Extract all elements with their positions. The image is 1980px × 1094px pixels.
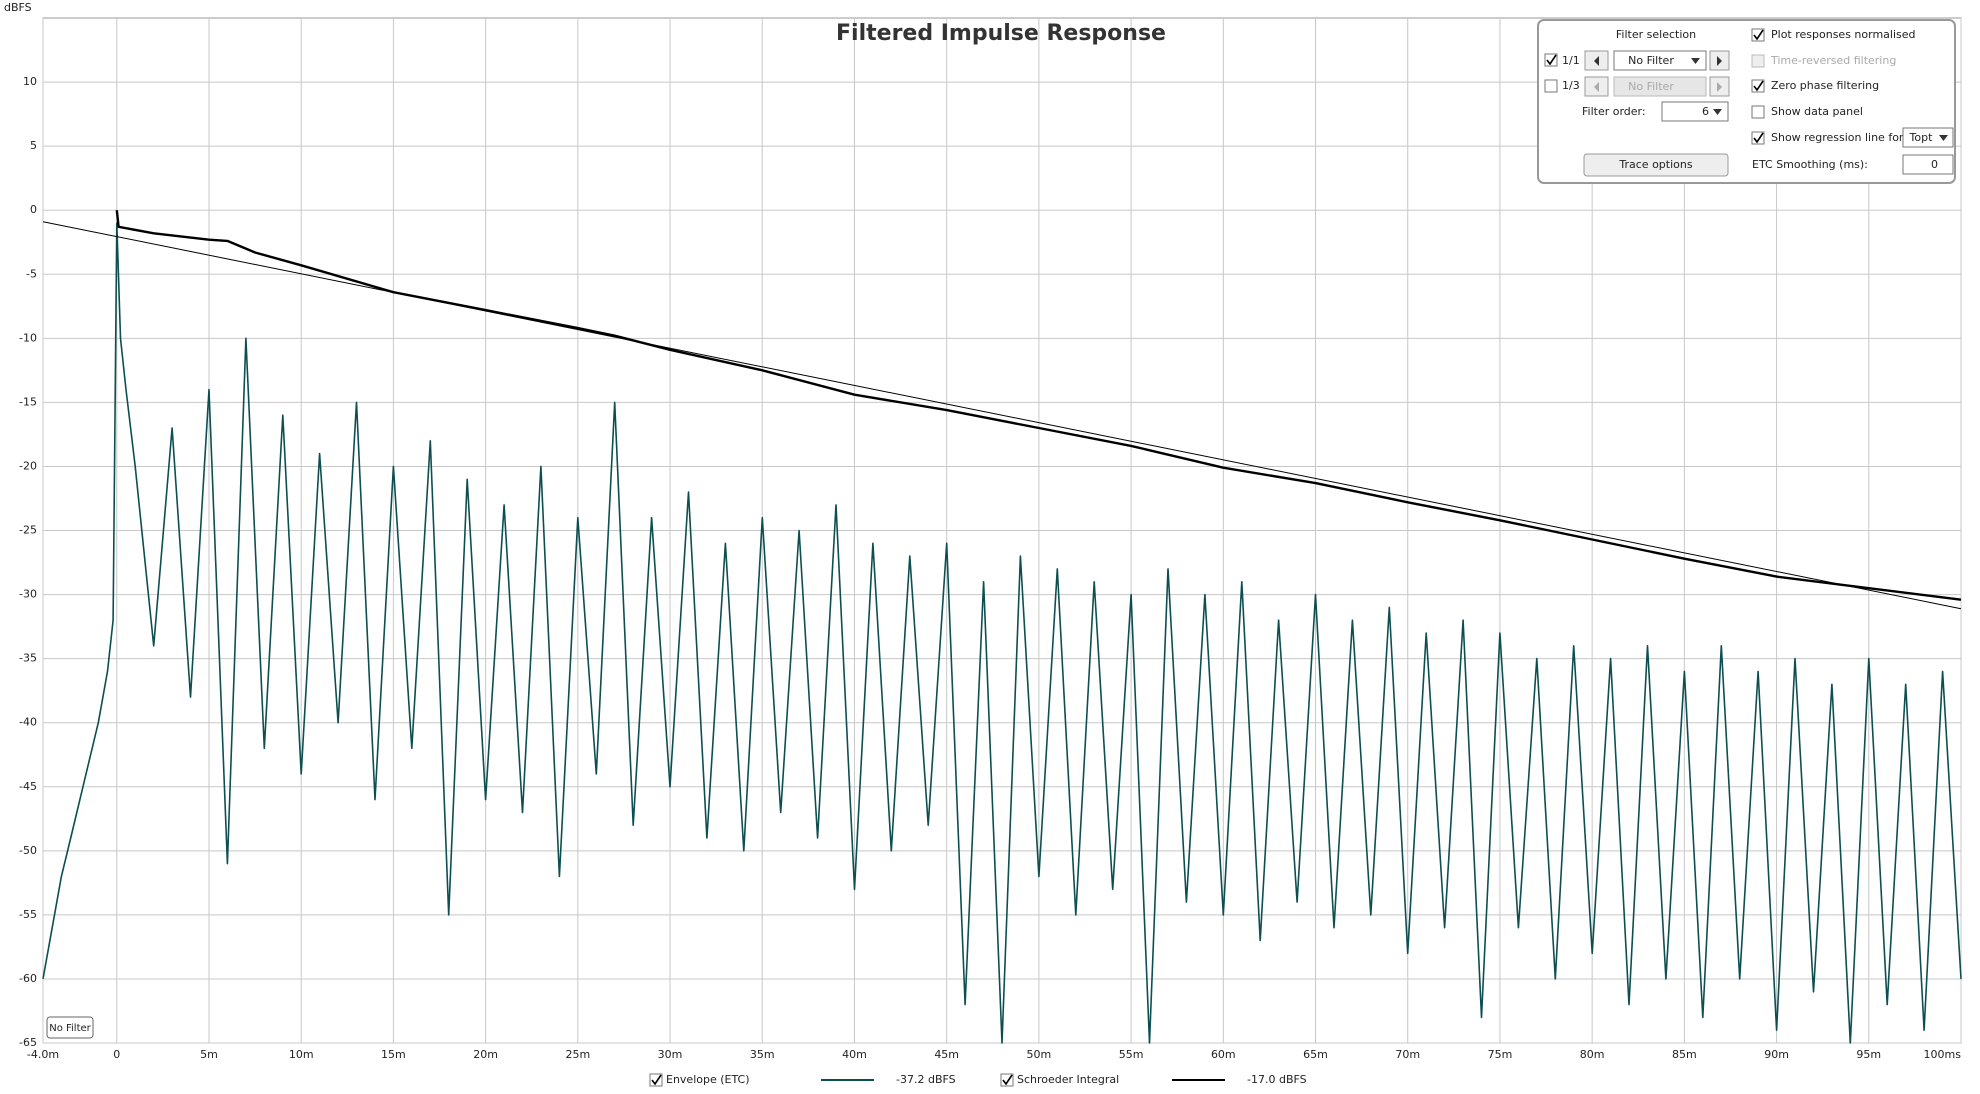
filter-order-value: 6 [1702,105,1709,118]
x-tick-label: 10m [289,1048,314,1061]
y-tick-label: -50 [19,844,37,857]
legend-label: Schroeder Integral [1017,1073,1119,1086]
checkmark [1753,132,1764,144]
filter-order-field[interactable] [1661,101,1729,122]
arrow [1717,56,1722,66]
option-label: Show data panel [1771,105,1863,118]
filter-dropdown[interactable] [1613,76,1707,97]
control-panel: Filter selection 1/1 No Filter 1/3 No Fi… [1537,19,1956,184]
x-tick-label: 65m [1303,1048,1328,1061]
filter-value: No Filter [1628,80,1674,93]
x-tick-label: 90m [1764,1048,1789,1061]
legend-checkmark [1002,1074,1013,1086]
x-tick-label: 15m [381,1048,406,1061]
x-tick-label: 30m [658,1048,683,1061]
trace-options-button[interactable] [1583,153,1729,177]
x-tick-label: 100ms [1924,1048,1962,1061]
x-tick-label: 20m [473,1048,498,1061]
x-tick-label: 45m [934,1048,959,1061]
checkbox[interactable] [1751,54,1765,68]
x-tick-label: 80m [1580,1048,1605,1061]
x-tick-label: 55m [1119,1048,1144,1061]
y-tick-label: -60 [19,972,37,985]
y-tick-label: -10 [19,331,37,344]
y-tick-label: -25 [19,524,37,537]
y-tick-label: -20 [19,459,37,472]
y-tick-label: -65 [19,1036,37,1049]
x-tick-label: 40m [842,1048,867,1061]
y-tick-label: -30 [19,588,37,601]
y-tick-label: 10 [23,75,37,88]
y-tick-label: 0 [30,203,37,216]
trace-options-text: Trace options [1618,158,1692,171]
x-tick-label: 0 [113,1048,120,1061]
arrow [1939,135,1948,141]
filter-selection-title: Filter selection [1616,28,1696,41]
legend-readout: -17.0 dBFS [1247,1073,1307,1086]
filter-order-label: Filter order: [1582,105,1646,118]
legend-checkmark [651,1074,662,1086]
filter-badge-text: No Filter [49,1023,91,1034]
y-axis-label: dBFS [4,1,32,14]
option-label: Plot responses normalised [1771,28,1916,41]
filter-value: No Filter [1628,54,1674,67]
x-tick-label: 25m [565,1048,590,1061]
arrow [1717,82,1722,92]
arrow [1713,109,1722,115]
band-label: 1/1 [1562,54,1580,67]
checkbox[interactable] [1751,105,1765,119]
y-tick-label: 5 [30,139,37,152]
band-label: 1/3 [1562,79,1580,92]
x-tick-label: 85m [1672,1048,1697,1061]
option-label: Zero phase filtering [1771,79,1879,92]
y-tick-label: -40 [19,716,37,729]
x-tick-label: 60m [1211,1048,1236,1061]
x-tick-label: -4.0m [27,1048,59,1061]
series-line [42,221,1962,610]
x-tick-label: 35m [750,1048,775,1061]
regression-dropdown[interactable] [1902,127,1954,148]
option-label: Time-reversed filtering [1770,54,1896,67]
checkmark [1753,80,1764,92]
y-tick-label: -55 [19,908,37,921]
y-tick-label: -15 [19,395,37,408]
x-tick-label: 95m [1856,1048,1881,1061]
y-tick-label: -35 [19,652,37,665]
traces [42,210,1962,1044]
filter-dropdown[interactable] [1613,50,1707,71]
legend-label: Envelope (ETC) [666,1073,750,1086]
option-label: ETC Smoothing (ms): [1752,158,1868,171]
y-tick-label: -45 [19,780,37,793]
x-tick-label: 70m [1395,1048,1420,1061]
legend: Envelope (ETC) -37.2 dBFS Schroeder Integr… [649,1073,1307,1087]
checkmark [1546,54,1557,66]
smoothing-field[interactable] [1902,154,1954,175]
checkmark [1753,29,1764,41]
series-line [115,210,1962,601]
filter-badge [46,1016,94,1039]
regression-value: Topt [1909,131,1934,144]
series-line [42,222,1962,1044]
arrow [1594,56,1599,66]
x-tick-label: 50m [1027,1048,1052,1061]
y-tick-label: -5 [26,267,37,280]
checkbox[interactable] [1544,79,1558,93]
legend-readout: -37.2 dBFS [896,1073,956,1086]
chart-title: Filtered Impulse Response [836,21,1166,46]
arrow [1691,58,1700,64]
smoothing-value: 0 [1931,158,1938,171]
option-label: Show regression line for: [1771,131,1907,144]
arrow [1594,82,1599,92]
x-tick-label: 5m [200,1048,218,1061]
x-tick-label: 75m [1488,1048,1513,1061]
